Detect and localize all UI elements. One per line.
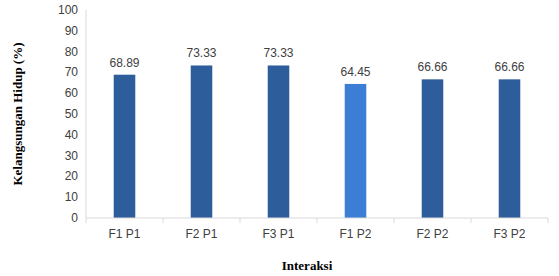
y-tick-label: 70	[65, 65, 79, 79]
y-axis-title: Kelangsungan Hidup (%)	[10, 42, 25, 185]
y-tick-label: 60	[65, 86, 79, 100]
data-label: 66.66	[494, 60, 524, 74]
y-tick-label: 0	[71, 211, 78, 225]
bar	[345, 84, 367, 218]
bar	[499, 79, 521, 218]
data-label: 68.89	[109, 56, 139, 70]
data-label: 73.33	[263, 46, 293, 60]
x-tick-label: F3 P1	[262, 227, 294, 241]
data-label: 73.33	[186, 46, 216, 60]
x-tick-separator	[471, 218, 472, 223]
bar	[114, 75, 136, 218]
x-tick-separator	[317, 218, 318, 223]
y-tick-label: 40	[65, 128, 79, 142]
x-tick-label: F2 P2	[416, 227, 448, 241]
y-tick-label: 20	[65, 169, 79, 183]
x-axis-title: Interaksi	[282, 258, 333, 273]
y-tick-label: 30	[65, 149, 79, 163]
y-tick-label: 50	[65, 107, 79, 121]
y-tick-label: 80	[65, 45, 79, 59]
y-tick-label: 10	[65, 190, 79, 204]
x-tick-separator	[86, 218, 87, 223]
chart-svg: 0 10 20 30 40 50 60 70 80 90 100 68.89 73.33 73.33 64.…	[0, 0, 559, 276]
x-tick-label: F2 P1	[185, 227, 217, 241]
x-tick-separator	[548, 218, 549, 223]
y-tick-label: 100	[58, 3, 78, 17]
y-tick-label: 90	[65, 24, 79, 38]
x-tick-label: F3 P2	[493, 227, 525, 241]
data-label: 66.66	[417, 60, 447, 74]
chart-container: 0 10 20 30 40 50 60 70 80 90 100 68.89 73.33 73.33 64.…	[0, 0, 559, 276]
x-tick-label: F1 P2	[339, 227, 371, 241]
bar	[268, 65, 290, 218]
x-tick-separator	[240, 218, 241, 223]
y-axis-line	[86, 10, 87, 218]
bar	[422, 79, 444, 218]
x-tick-label: F1 P1	[108, 227, 140, 241]
x-tick-separator	[394, 218, 395, 223]
x-tick-separator	[163, 218, 164, 223]
data-label: 64.45	[340, 65, 370, 79]
bar	[191, 65, 213, 218]
bars	[114, 65, 521, 218]
